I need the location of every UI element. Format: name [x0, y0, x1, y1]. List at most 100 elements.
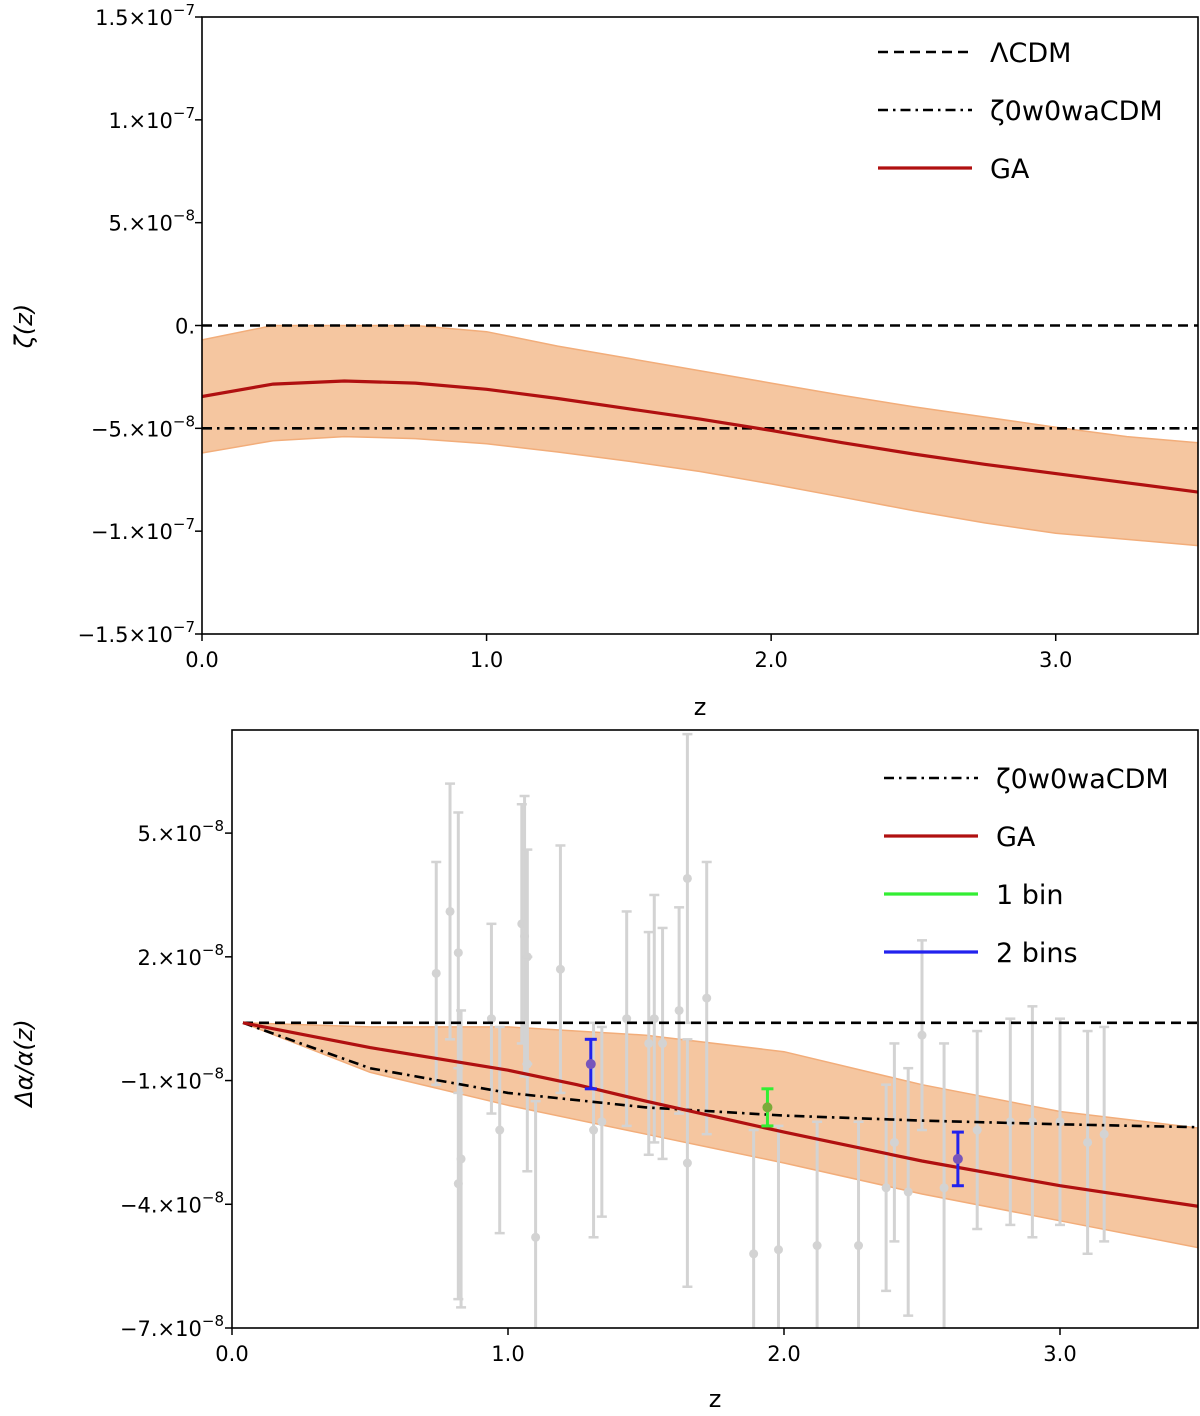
y-tick-label: −5.×10−8: [91, 412, 195, 441]
data-point: [531, 1232, 541, 1242]
data-point: [445, 906, 455, 916]
y-tick-label: 0.: [175, 315, 195, 339]
y-tick-exponent: −8: [173, 412, 195, 430]
y-tick-times: ×10: [129, 109, 173, 133]
y-tick-mantissa: 1.: [109, 109, 129, 133]
y-tick-mantissa: −1.: [91, 520, 129, 544]
y-tick-label: −1.5×10−7: [78, 618, 195, 647]
data-point: [917, 1030, 927, 1040]
y-tick-mantissa: −4.: [120, 1193, 158, 1217]
legend-label: 2 bins: [996, 938, 1078, 969]
axes-frame: [231, 729, 1199, 1329]
series-line-ga: [242, 1021, 1198, 1208]
y-tick-label: 1.×10−7: [109, 104, 196, 133]
data-point: [1083, 1137, 1093, 1147]
legend-label: GA: [990, 154, 1030, 185]
data-point: [555, 964, 565, 974]
x-tick-label: 3.0: [1043, 1342, 1076, 1366]
data-point: [939, 1183, 949, 1193]
y-tick-exponent: −8: [202, 941, 224, 959]
y-tick-exponent: −7: [173, 104, 195, 122]
data-point: [486, 1014, 496, 1024]
y-tick-label: 5.×10−8: [109, 207, 196, 236]
bin-measurement: [761, 1087, 774, 1128]
data-point: [622, 1014, 632, 1024]
y-tick-times: ×10: [129, 6, 173, 30]
data-point: [649, 1014, 659, 1024]
x-tick-label: 0.0: [215, 1342, 248, 1366]
legend-label: ζ0w0waCDM: [990, 96, 1163, 127]
bin-point: [952, 1153, 963, 1164]
y-tick-exponent: −8: [202, 1188, 224, 1206]
x-tick-label: 2.0: [754, 648, 787, 672]
plot-area: [242, 732, 1198, 1328]
data-point: [854, 1241, 864, 1251]
y-tick-times: ×10: [158, 1193, 202, 1217]
y-tick-mantissa: 1.5: [95, 6, 128, 30]
data-point: [589, 1125, 599, 1135]
y-tick-mantissa: −5.: [91, 417, 129, 441]
legend-entry: GA: [884, 822, 1036, 853]
y-tick-mantissa: −1.5: [78, 623, 129, 647]
y-tick-label: 1.5×10−7: [95, 1, 195, 30]
x-tick-label: 0.0: [185, 648, 218, 672]
legend-entry: ζ0w0waCDM: [878, 96, 1163, 127]
quasar-data-points: [431, 732, 1110, 1328]
data-point: [453, 948, 463, 958]
legend-entry: ζ0w0waCDM: [884, 764, 1169, 795]
panel-bottom: 0.0 1.0 2.0 3.05.×10−82.×10−8−1.×10−8−4.×10…: [10, 729, 1199, 1413]
data-point: [972, 1125, 982, 1135]
y-tick-exponent: −7: [173, 618, 195, 636]
y-tick-mantissa: 0.: [175, 315, 195, 339]
y-tick-mantissa: 5.: [109, 212, 129, 236]
y-tick-mantissa: 2.: [138, 946, 158, 970]
bin-measurement: [584, 1037, 597, 1091]
y-tick-times: ×10: [158, 946, 202, 970]
data-point: [702, 993, 712, 1003]
y-tick-label: −1.×10−8: [120, 1065, 224, 1094]
bin-point: [762, 1102, 773, 1113]
series-line-0w0wacdm: [242, 1021, 1198, 1129]
y-tick-times: ×10: [129, 417, 173, 441]
y-tick-times: ×10: [129, 212, 173, 236]
data-point: [522, 1059, 532, 1069]
x-tick-label: 1.0: [491, 1342, 524, 1366]
x-tick-label: 1.0: [470, 648, 503, 672]
y-tick-exponent: −7: [173, 515, 195, 533]
data-point: [597, 1117, 607, 1127]
data-point: [903, 1187, 913, 1197]
data-point: [431, 968, 441, 978]
data-point: [889, 1137, 899, 1147]
y-axis-label: ζ(z): [10, 304, 38, 349]
y-tick-label: −1.×10−7: [91, 515, 195, 544]
x-tick-label: 3.0: [1039, 648, 1072, 672]
data-point: [644, 1038, 654, 1048]
legend-label: ΛCDM: [990, 38, 1071, 69]
data-point: [749, 1249, 759, 1259]
y-tick-label: 5.×10−8: [138, 817, 225, 846]
data-point: [658, 1038, 668, 1048]
y-tick-times: ×10: [129, 520, 173, 544]
x-axis-label: z: [709, 1385, 722, 1413]
data-point: [674, 1005, 684, 1015]
legend-entry: ΛCDM: [878, 38, 1071, 69]
legend-entry: 1 bin: [884, 880, 1064, 911]
panel-top: 0.0 1.0 2.0 3.01.5×10−71.×10−75.×10−80.−5.×…: [10, 1, 1199, 721]
y-tick-exponent: −8: [173, 207, 195, 225]
data-point: [682, 873, 692, 883]
y-tick-mantissa: −7.: [120, 1317, 158, 1341]
legend-label: GA: [996, 822, 1036, 853]
y-tick-label: −7.×10−8: [120, 1312, 224, 1341]
plot-area: [202, 324, 1198, 547]
bin-measurement: [951, 1130, 964, 1188]
y-tick-times: ×10: [158, 1070, 202, 1094]
y-tick-mantissa: 5.: [138, 822, 158, 846]
data-point: [495, 1125, 505, 1135]
legend-label: 1 bin: [996, 880, 1064, 911]
y-tick-label: −4.×10−8: [120, 1188, 224, 1217]
legend-label: ζ0w0waCDM: [996, 764, 1169, 795]
data-point: [881, 1183, 891, 1193]
bin-point: [585, 1059, 596, 1070]
legend-entry: 2 bins: [884, 938, 1078, 969]
